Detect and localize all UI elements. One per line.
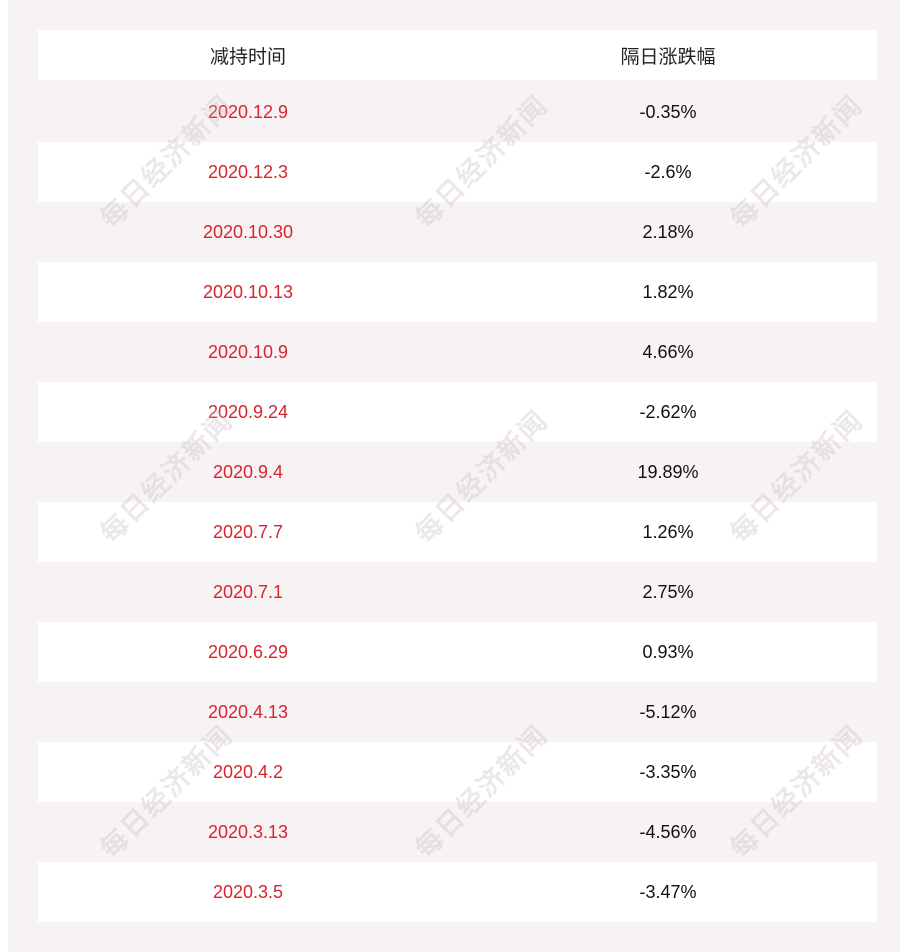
date-cell: 2020.12.9	[207, 101, 289, 122]
table-row: 2020.7.7 1.26%	[38, 502, 877, 562]
header-cell: 隔日涨跌幅	[620, 46, 716, 68]
table-row: 2020.10.13 1.82%	[38, 262, 877, 322]
date-cell: 2020.12.3	[207, 161, 289, 182]
change-cell: 4.66%	[642, 341, 694, 362]
change-cell: -2.62%	[639, 401, 697, 422]
table-row: 2020.4.2 -3.35%	[38, 742, 877, 802]
table-row: 2020.10.9 4.66%	[38, 322, 877, 382]
table-panel: 减持时间 隔日涨跌幅 2020.12.9 -0.35% 2020.12.3 -2.6%…	[8, 0, 900, 952]
table-row: 2020.4.13 -5.12%	[38, 682, 877, 742]
header-row: 减持时间 隔日涨跌幅	[38, 30, 877, 80]
change-cell: 1.82%	[642, 281, 694, 302]
table-row: 2020.12.9 -0.35%	[38, 82, 877, 142]
date-cell: 2020.7.1	[212, 581, 284, 602]
header-cell: 减持时间	[209, 46, 286, 68]
change-cell: -5.12%	[639, 701, 697, 722]
date-cell: 2020.10.30	[202, 221, 294, 242]
date-cell: 2020.7.7	[212, 521, 284, 542]
change-cell: -3.35%	[639, 761, 697, 782]
change-cell: 19.89%	[637, 461, 699, 482]
table-row: 2020.10.30 2.18%	[38, 202, 877, 262]
date-cell: 2020.9.4	[212, 461, 284, 482]
table-row: 2020.9.4 19.89%	[38, 442, 877, 502]
table-row: 2020.3.5 -3.47%	[38, 862, 877, 922]
date-cell: 2020.3.13	[207, 821, 289, 842]
date-cell: 2020.10.9	[207, 341, 289, 362]
date-cell: 2020.9.24	[207, 401, 289, 422]
change-cell: 0.93%	[642, 641, 694, 662]
date-cell: 2020.3.5	[212, 881, 284, 902]
change-cell: -2.6%	[644, 161, 692, 182]
date-cell: 2020.10.13	[202, 281, 294, 302]
change-cell: -4.56%	[639, 821, 697, 842]
table-row: 2020.6.29 0.93%	[38, 622, 877, 682]
date-cell: 2020.4.13	[207, 701, 289, 722]
date-cell: 2020.6.29	[207, 641, 289, 662]
table-row: 2020.7.1 2.75%	[38, 562, 877, 622]
change-cell: 2.18%	[642, 221, 694, 242]
change-cell: -3.47%	[639, 881, 697, 902]
change-cell: 1.26%	[642, 521, 694, 542]
table-row: 2020.3.13 -4.56%	[38, 802, 877, 862]
change-cell: -0.35%	[639, 101, 697, 122]
change-cell: 2.75%	[642, 581, 694, 602]
table-row: 2020.9.24 -2.62%	[38, 382, 877, 442]
table-row: 2020.12.3 -2.6%	[38, 142, 877, 202]
date-cell: 2020.4.2	[212, 761, 284, 782]
